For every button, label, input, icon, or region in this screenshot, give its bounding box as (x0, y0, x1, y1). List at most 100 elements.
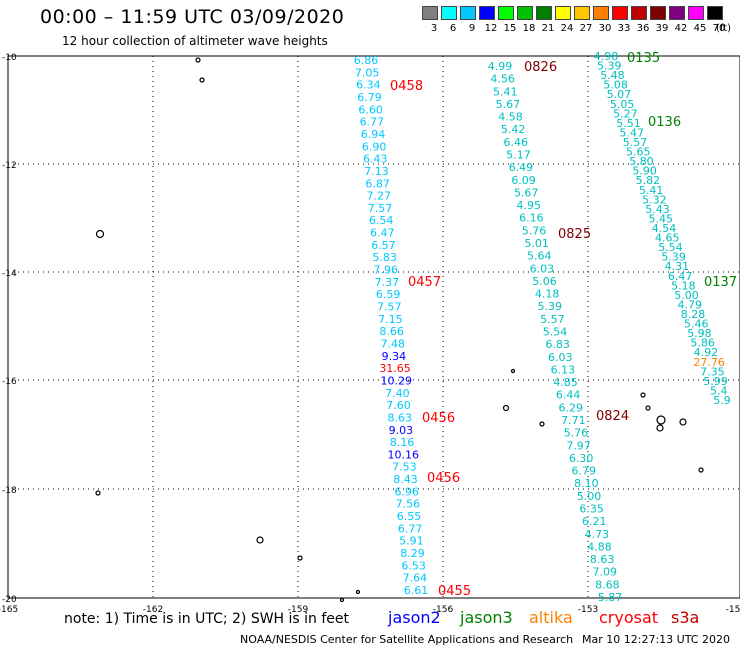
wave-height-value: 5.05 (610, 98, 635, 111)
wave-height-value: 5.65 (626, 146, 651, 159)
legend-swatch (498, 6, 514, 20)
wave-height-value: 6.59 (376, 288, 401, 301)
wave-height-value: 6.90 (362, 140, 387, 153)
footer-credit: NOAA/NESDIS Center for Satellite Applica… (240, 633, 574, 646)
wave-height-value: 6.44 (556, 389, 581, 402)
legend-label: 45 (693, 23, 707, 34)
footer-timestamp: Mar 10 12:27:13 UTC 2020 (582, 633, 730, 646)
island-outline (698, 467, 704, 473)
wave-height-value: 7.53 (392, 461, 417, 474)
legend-label: 24 (560, 23, 574, 34)
wave-height-value: 4.65 (655, 232, 680, 245)
legend-label: 30 (598, 23, 612, 34)
wave-height-value: 5.06 (532, 275, 557, 288)
wave-height-value: 5.98 (687, 327, 712, 340)
wave-height-value: 4.98 (594, 50, 619, 63)
wave-height-value: 4.31 (665, 260, 690, 273)
wave-height-value: 27.76 (693, 356, 725, 369)
wave-height-value: 5.42 (501, 123, 526, 136)
note-text: note: 1) Time is in UTC; 2) SWH is in fe… (64, 611, 350, 627)
island-outline (510, 368, 516, 374)
wave-height-value: 5.54 (658, 241, 683, 254)
wave-height-value: 7.56 (396, 498, 421, 511)
legend-label: 39 (655, 23, 669, 34)
wave-height-value: 5.41 (493, 85, 518, 98)
wave-height-value: 4.79 (678, 298, 703, 311)
wave-height-value: 7.97 (566, 439, 591, 452)
wave-height-value: 4.85 (553, 376, 578, 389)
legend-label: 15 (503, 23, 517, 34)
legend-swatch (441, 6, 457, 20)
wave-height-value: 6.94 (361, 128, 386, 141)
track-0135: 4.985.395.485.085.075.055.275.515.475.57… (594, 50, 731, 407)
legend-swatch (460, 6, 476, 20)
latitude-label: -18 (2, 486, 17, 496)
wave-height-value: 9.34 (382, 350, 407, 363)
longitude-label: -159 (288, 605, 309, 615)
wave-height-value: 8.66 (379, 325, 404, 338)
wave-height-value: 6.54 (369, 214, 394, 227)
wave-height-value: 6.21 (582, 515, 607, 528)
wave-height-value: 8.10 (574, 477, 599, 490)
wave-height-value: 9.03 (389, 424, 414, 437)
wave-height-value: 7.09 (593, 566, 618, 579)
wave-height-value: 7.64 (403, 572, 428, 585)
island-outline (539, 421, 545, 427)
legend-label: 27 (579, 23, 593, 34)
wave-height-value: 7.57 (377, 301, 402, 314)
wave-height-value: 7.71 (561, 414, 586, 427)
legend-label: 18 (522, 23, 536, 34)
legend-label: 42 (674, 23, 688, 34)
legend-unit: (ft) (716, 23, 732, 34)
wave-height-value: 5.00 (577, 490, 602, 503)
wave-height-value: 4.18 (535, 288, 560, 301)
wave-height-value: 4.88 (587, 540, 612, 553)
legend-swatch (669, 6, 685, 20)
wave-height-value: 7.57 (368, 202, 393, 215)
wave-height-value: 7.40 (385, 387, 410, 400)
wave-height-value: 7.27 (367, 190, 392, 203)
pass-time-label: 0137 (704, 275, 737, 290)
legend-swatch (536, 6, 552, 20)
latitude-label: -14 (2, 269, 17, 279)
wave-height-value: 6.49 (509, 161, 534, 174)
wave-height-value: 5.57 (540, 313, 565, 326)
wave-height-value: 6.03 (548, 351, 573, 364)
wave-height-value: 7.48 (380, 337, 405, 350)
legend-label: 70 (712, 23, 726, 34)
island-outline (656, 415, 666, 425)
wave-height-value: 5.27 (613, 107, 638, 120)
pass-time-label: 0824 (596, 409, 629, 424)
wave-height-value: 5.54 (543, 326, 568, 339)
wave-height-value: 7.96 (374, 264, 399, 277)
pass-time-label: 0136 (648, 115, 681, 130)
wave-height-value: 6.03 (530, 262, 555, 275)
pass-time-label: 0456 (422, 411, 455, 426)
legend-label: 12 (484, 23, 498, 34)
track-0824: 4.994.565.415.674.585.426.465.176.496.09… (488, 60, 623, 604)
wave-height-value: 5.01 (524, 237, 549, 250)
wave-height-value: 4.99 (488, 60, 513, 73)
legend-label: 36 (636, 23, 650, 34)
latitude-label: -16 (2, 377, 17, 387)
wave-height-value: 6.83 (545, 338, 570, 351)
wave-height-value: 5.32 (642, 193, 667, 206)
wave-height-value: 6.79 (357, 91, 382, 104)
wave-height-value: 4.58 (498, 111, 523, 124)
island-outline (502, 404, 510, 412)
wave-height-value: 5.57 (623, 136, 648, 149)
track-0455: 6.867.056.346.796.606.776.946.906.437.13… (354, 54, 429, 597)
islands (95, 57, 704, 603)
wave-height-value: 5.39 (661, 251, 686, 264)
wave-height-value: 7.35 (700, 365, 725, 378)
legend-label: 9 (468, 23, 476, 34)
wave-height-value: 7.15 (378, 313, 403, 326)
pass-time-label: 0135 (627, 51, 660, 66)
wave-height-value: 5.64 (527, 250, 552, 263)
wave-height-value: 5.82 (636, 174, 661, 187)
wave-height-value: 8.28 (681, 308, 706, 321)
wave-height-value: 5.99 (703, 375, 728, 388)
island-outline (195, 57, 201, 63)
longitude-label: -162 (143, 605, 163, 615)
island-outline (199, 77, 205, 83)
